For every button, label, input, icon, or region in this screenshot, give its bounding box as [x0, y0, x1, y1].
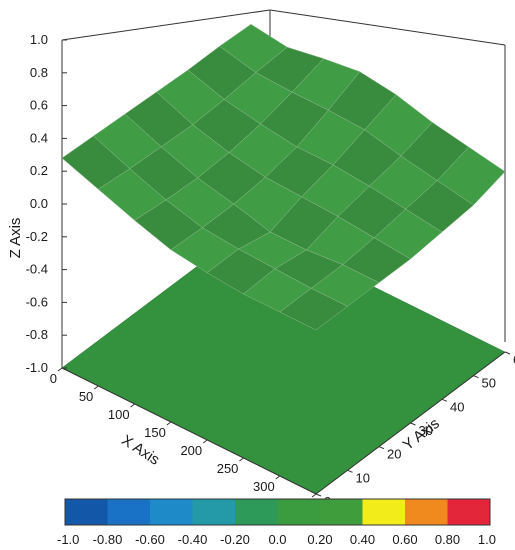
y-tick-mark	[378, 446, 385, 450]
colorbar-tick-label: 0.0	[268, 532, 286, 547]
x-tick-mark	[93, 385, 99, 390]
x-tick-label: 150	[144, 425, 166, 440]
x-tick-mark	[275, 475, 281, 480]
colorbar-tick-label: -0.60	[135, 532, 165, 547]
x-ticks: 050100150200250300350	[50, 367, 317, 512]
colorbar-segment	[277, 499, 321, 525]
z-tick-label: 0.0	[30, 196, 48, 211]
top-right-edge	[269, 9, 506, 46]
z-tick-label: -0.8	[26, 327, 48, 342]
colorbar-tick-label: 1.0	[478, 532, 496, 547]
colorbar-tick-label: -0.40	[178, 532, 208, 547]
z-tick-label: -1.0	[26, 360, 48, 375]
surface	[61, 23, 506, 331]
x-tick-label: 100	[108, 407, 130, 422]
y-tick-label: 10	[356, 470, 370, 485]
y-tick-mark	[441, 398, 448, 402]
x-tick-mark	[311, 493, 317, 498]
colorbar-tick-label: -0.80	[93, 532, 123, 547]
y-tick-mark	[410, 422, 416, 426]
colorbar-segment	[362, 499, 406, 525]
colorbar-segment	[320, 499, 363, 525]
colorbar-ticks: -1.0 -0.80 -0.60 -0.40 -0.20 0.0 0.20 0.40 0.60 0…	[57, 532, 496, 547]
colorbar-segment	[65, 499, 108, 525]
colorbar-tick-label: 0.80	[435, 532, 460, 547]
y-tick-mark	[473, 375, 479, 379]
colorbar-tick-label: 0.60	[392, 532, 417, 547]
colorbar-segment	[447, 499, 491, 525]
top-back-edge	[61, 9, 271, 41]
z-tick-label: 0.4	[30, 130, 48, 145]
colorbar	[64, 498, 491, 526]
x-tick-label: 200	[180, 443, 202, 458]
z-tick-label: 0.2	[30, 163, 48, 178]
z-tick-label: 1.0	[30, 32, 48, 47]
colorbar-segment	[192, 499, 236, 525]
x-tick-mark	[130, 403, 135, 408]
colorbar-segment	[150, 499, 193, 525]
y-tick-mark	[504, 351, 511, 355]
colorbar-segment	[235, 499, 278, 525]
z-axis-label: Z Axis	[7, 218, 24, 259]
x-axis-line	[61, 367, 317, 495]
y-tick-mark	[315, 493, 322, 497]
x-tick-mark	[202, 439, 208, 444]
y-tick-label: 50	[482, 376, 496, 391]
x-tick-label: 0	[50, 371, 57, 386]
y-ticks: 0102030405060	[315, 351, 515, 509]
y-tick-label: 40	[450, 399, 464, 414]
x-tick-label: 250	[217, 461, 239, 476]
colorbar-tick-label: 0.20	[307, 532, 332, 547]
x-tick-mark	[239, 457, 244, 462]
x-tick-mark	[57, 367, 63, 372]
x-tick-label: 300	[253, 479, 275, 494]
z-tick-label: 0.8	[30, 65, 48, 80]
colorbar-segment	[107, 499, 151, 525]
colorbar-segment	[405, 499, 448, 525]
colorbar-tick-label: -1.0	[57, 532, 79, 547]
z-tick-label: -0.2	[26, 229, 48, 244]
y-tick-label: 20	[387, 447, 401, 462]
z-ticks: 1.0 0.8 0.6 0.4 0.2 0.0 -0.2 -0.4 -0.6 -0.8 -1.0	[26, 32, 67, 375]
surface-patch	[279, 288, 348, 331]
z-tick-label: -0.6	[26, 294, 48, 309]
x-tick-mark	[166, 421, 172, 426]
y-tick-label: 60	[513, 352, 515, 367]
y-tick-mark	[347, 469, 353, 473]
z-tick-label: 0.6	[30, 98, 48, 113]
colorbar-tick-label: 0.40	[350, 532, 375, 547]
x-tick-label: 50	[79, 389, 93, 404]
colorbar-tick-label: -0.20	[220, 532, 250, 547]
z-tick-label: -0.4	[26, 262, 48, 277]
colorbar-frame	[64, 498, 491, 526]
y-tick-label: 30	[419, 423, 433, 438]
